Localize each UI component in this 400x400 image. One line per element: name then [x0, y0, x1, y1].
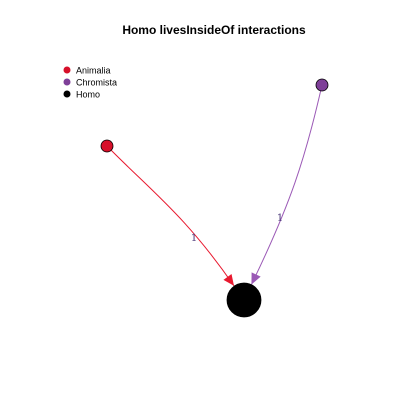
- node-homo: [226, 282, 262, 318]
- legend: Animalia Chromista Homo: [63, 66, 117, 100]
- legend-item-animalia: Animalia: [63, 66, 111, 76]
- legend-swatch-animalia: [63, 66, 71, 74]
- edge-line: [106, 145, 235, 287]
- diagram-title: Homo livesInsideOf interactions: [122, 23, 306, 37]
- legend-swatch-homo: [63, 90, 71, 98]
- legend-item-chromista: Chromista: [63, 78, 117, 88]
- edge-line: [250, 84, 323, 285]
- edge-animalia-to-homo: 1: [106, 145, 235, 287]
- node-chromista: [315, 78, 329, 92]
- arrowhead-icon: [251, 272, 261, 285]
- legend-item-homo: Homo: [63, 90, 100, 100]
- arrowhead-icon: [223, 273, 234, 286]
- node-animalia: [100, 139, 114, 153]
- legend-label-homo: Homo: [76, 90, 100, 100]
- legend-label-animalia: Animalia: [76, 66, 111, 76]
- edge-chromista-to-homo: 1: [250, 84, 323, 285]
- nodes-layer: [100, 78, 329, 318]
- legend-label-chromista: Chromista: [76, 78, 117, 88]
- legend-swatch-chromista: [63, 78, 71, 86]
- edges-layer: 11: [106, 84, 323, 287]
- edge-weight-label: 1: [191, 233, 197, 244]
- edge-weight-label: 1: [277, 213, 283, 224]
